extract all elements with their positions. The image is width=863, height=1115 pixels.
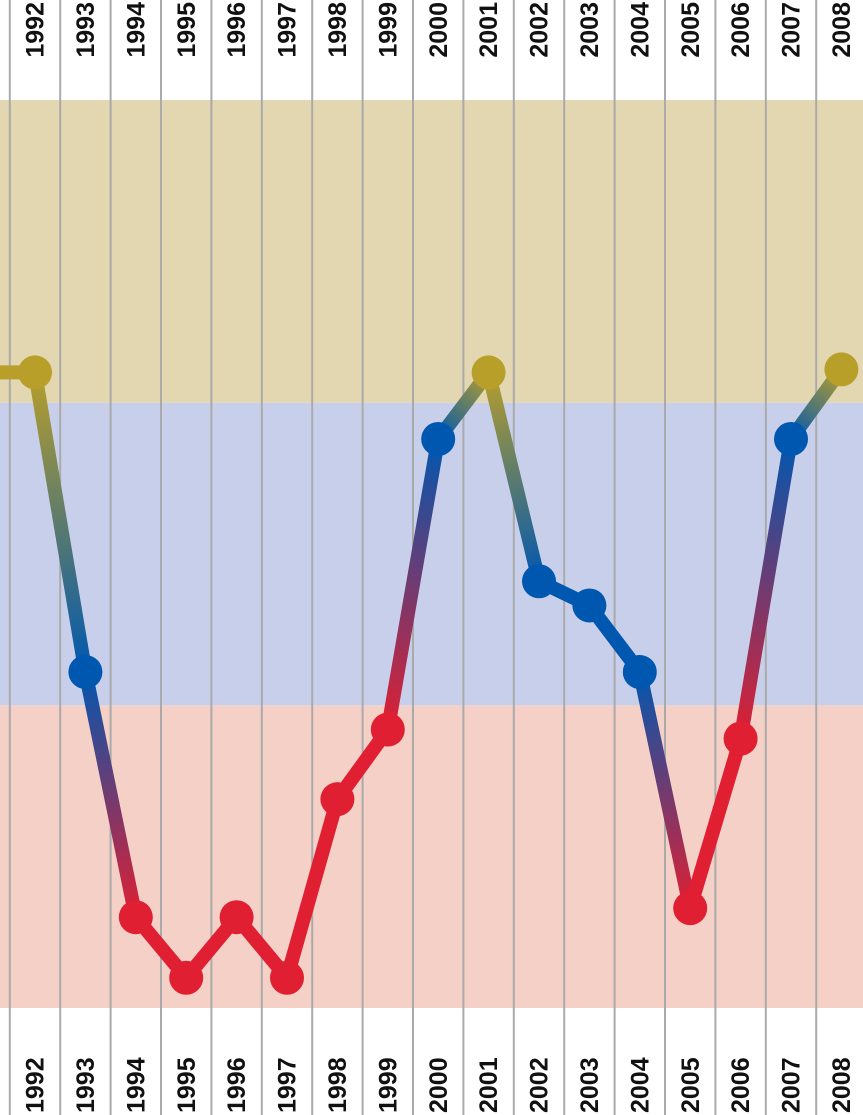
data-point	[522, 564, 556, 599]
data-point	[320, 782, 355, 817]
x-tick-label: 1997	[274, 2, 302, 58]
data-point	[774, 421, 808, 456]
x-tick-label: 2004	[626, 2, 654, 58]
data-point	[824, 352, 859, 387]
x-tick-label: 2008	[828, 2, 856, 58]
x-tick-label: 2002	[526, 1057, 554, 1113]
x-tick-label: 1993	[72, 2, 100, 58]
x-tick-label: 1999	[374, 2, 402, 58]
x-tick-label: 2000	[425, 1057, 453, 1113]
line-segment	[28, 365, 93, 680]
band	[0, 100, 863, 403]
band	[0, 705, 863, 1008]
x-tick-label: 1995	[173, 2, 201, 58]
x-tick-label: 1996	[223, 1057, 251, 1113]
data-point	[219, 900, 254, 935]
x-tick-label: 1992	[22, 1057, 50, 1113]
x-tick-label: 1994	[122, 1057, 150, 1113]
x-tick-label: 2000	[425, 2, 453, 58]
x-tick-label: 2006	[727, 1057, 755, 1113]
x-tick-label: 2007	[778, 2, 806, 58]
data-point	[622, 655, 657, 690]
x-tick-label: 2003	[576, 1057, 604, 1113]
x-tick-label: 1998	[324, 1057, 352, 1113]
data-point	[370, 712, 405, 747]
line-segment	[280, 792, 345, 985]
line-segment	[380, 431, 446, 737]
x-tick-label: 2004	[626, 1057, 654, 1113]
data-point	[723, 721, 758, 756]
line-segment	[78, 665, 143, 925]
x-tick-label: 1999	[374, 1057, 402, 1113]
x-tick-label: 2002	[526, 2, 554, 58]
x-tick-label: 2005	[677, 2, 705, 58]
line-segment	[733, 431, 798, 746]
line-segment	[481, 365, 546, 589]
data-point	[572, 588, 607, 623]
data-point	[471, 355, 506, 390]
x-tick-label: 1992	[22, 2, 50, 58]
data-point	[673, 891, 708, 926]
x-tick-label: 2001	[475, 2, 503, 58]
line-segment	[632, 665, 698, 916]
x-tick-label: 2006	[727, 2, 755, 58]
x-tick-label: 1993	[72, 1057, 100, 1113]
data-point	[68, 655, 103, 690]
x-tick-label: 1997	[274, 1057, 302, 1113]
data-point	[421, 421, 456, 456]
x-tick-label: 2003	[576, 2, 604, 58]
data-point	[18, 355, 52, 390]
data-point	[118, 900, 153, 935]
x-tick-label: 1995	[173, 1057, 201, 1113]
data-point	[169, 960, 204, 995]
x-tick-label: 1996	[223, 2, 251, 58]
x-tick-label: 2008	[828, 1057, 856, 1113]
data-point	[270, 960, 304, 995]
x-tick-label: 2001	[475, 1057, 503, 1113]
x-tick-label: 2007	[778, 1057, 806, 1113]
x-tick-label: 2005	[677, 1057, 705, 1113]
line-segment	[683, 731, 748, 916]
x-tick-label: 1994	[122, 2, 150, 58]
x-tick-label: 1998	[324, 2, 352, 58]
